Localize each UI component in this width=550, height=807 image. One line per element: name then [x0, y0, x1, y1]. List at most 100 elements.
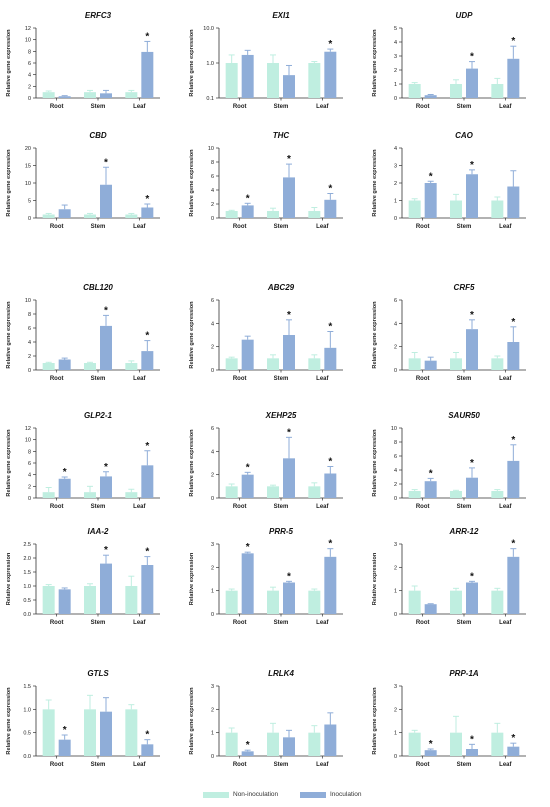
x-tick-label-cbd: Leaf — [133, 224, 146, 230]
chart-title-erfc3: ERFC3 — [85, 11, 112, 20]
bar-arr-12-root-inoculation — [424, 604, 437, 614]
y-axis-label-prr-5: Relative expression — [189, 552, 195, 605]
bar-gtls-leaf-non-inoculation — [125, 709, 138, 756]
bar-xehp25-stem-inoculation — [283, 458, 295, 498]
x-tick-label-glp2-1: Leaf — [133, 504, 146, 510]
bar-prr-5-root-inoculation — [241, 553, 254, 614]
y-tick-label-exi1: 1.0 — [206, 61, 214, 67]
y-axis-label-thc: Relative gene expression — [189, 149, 195, 217]
bar-prr-5-leaf-non-inoculation — [308, 590, 321, 614]
y-tick-label-crf5: 0 — [394, 368, 397, 374]
chart-title-lrlk4: LRLK4 — [268, 669, 294, 678]
significance-star-prp-1a: * — [429, 739, 433, 750]
bar-crf5-root-non-inoculation — [408, 358, 421, 370]
y-tick-label-cbl120: 2 — [28, 354, 31, 360]
x-tick-label-prp-1a: Leaf — [499, 762, 512, 768]
y-tick-label-cao: 3 — [394, 164, 397, 170]
bar-crf5-stem-inoculation — [466, 329, 478, 370]
significance-star-xehp25: * — [287, 427, 291, 438]
y-tick-label-xehp25: 2 — [211, 473, 214, 479]
y-tick-label-xehp25: 0 — [211, 496, 214, 502]
significance-star-gtls: * — [145, 730, 149, 741]
x-tick-label-iaa-2: Leaf — [133, 620, 146, 626]
bar-cbl120-root-non-inoculation — [42, 363, 55, 370]
y-tick-label-prr-5: 1 — [211, 589, 214, 595]
x-tick-label-erfc3: Leaf — [133, 104, 146, 110]
x-tick-label-gtls: Root — [50, 762, 64, 768]
significance-star-thc: * — [287, 154, 291, 165]
x-tick-label-exi1: Root — [233, 104, 247, 110]
x-tick-label-abc29: Leaf — [316, 376, 329, 382]
y-tick-label-saur50: 6 — [394, 454, 397, 460]
bar-gtls-leaf-inoculation — [141, 744, 154, 756]
legend-swatch-non-inoculation — [203, 792, 229, 798]
bar-udp-leaf-inoculation — [507, 58, 520, 98]
y-tick-label-cao: 4 — [394, 146, 397, 152]
x-tick-label-cbd: Root — [50, 224, 64, 230]
bar-cao-root-non-inoculation — [408, 200, 421, 218]
y-tick-label-glp2-1: 4 — [28, 473, 31, 479]
y-axis-label-glp2-1: Relative gene expression — [6, 429, 12, 497]
y-tick-label-crf5: 2 — [394, 345, 397, 351]
x-tick-label-crf5: Stem — [457, 376, 472, 382]
bar-udp-root-inoculation — [424, 95, 437, 98]
x-tick-label-erfc3: Root — [50, 104, 64, 110]
y-tick-label-exi1: 10.0 — [203, 26, 214, 32]
y-tick-label-iaa-2: 0.5 — [23, 598, 31, 604]
bar-saur50-root-non-inoculation — [408, 491, 421, 498]
y-tick-label-abc29: 2 — [211, 345, 214, 351]
y-tick-label-gtls: 1.5 — [23, 684, 31, 690]
bar-cbl120-root-inoculation — [58, 359, 71, 370]
y-tick-label-iaa-2: 1.0 — [23, 584, 31, 590]
bar-cbd-stem-inoculation — [100, 184, 112, 218]
x-tick-label-udp: Stem — [457, 104, 472, 110]
bar-exi1-stem-non-inoculation — [267, 63, 279, 98]
y-tick-label-arr-12: 2 — [394, 565, 397, 571]
bar-udp-root-non-inoculation — [408, 84, 421, 98]
bar-arr-12-root-non-inoculation — [408, 590, 421, 614]
y-tick-label-cbd: 10 — [25, 181, 31, 187]
bar-exi1-leaf-inoculation — [324, 51, 337, 98]
y-tick-label-arr-12: 1 — [394, 589, 397, 595]
bar-glp2-1-leaf-inoculation — [141, 465, 154, 498]
bar-erfc3-stem-inoculation — [100, 93, 112, 98]
significance-star-glp2-1: * — [145, 441, 149, 452]
x-tick-label-lrlk4: Root — [233, 762, 247, 768]
y-tick-label-exi1: 0.1 — [206, 96, 214, 102]
bar-saur50-leaf-non-inoculation — [491, 491, 504, 498]
x-tick-label-cbd: Stem — [91, 224, 106, 230]
y-tick-label-udp: 4 — [394, 40, 397, 46]
y-axis-label-cbd: Relative gene expression — [6, 149, 12, 217]
chart-title-abc29: ABC29 — [267, 283, 295, 292]
significance-star-abc29: * — [287, 310, 291, 321]
y-axis-label-prp-1a: Relative gene expression — [372, 687, 378, 755]
x-tick-label-erfc3: Stem — [91, 104, 106, 110]
x-tick-label-lrlk4: Leaf — [316, 762, 329, 768]
bar-lrlk4-leaf-non-inoculation — [308, 732, 321, 756]
significance-star-lrlk4: * — [246, 740, 250, 751]
significance-star-prr-5: * — [328, 539, 332, 550]
x-tick-label-gtls: Stem — [91, 762, 106, 768]
y-tick-label-abc29: 4 — [211, 321, 214, 327]
x-tick-label-prp-1a: Stem — [457, 762, 472, 768]
significance-star-thc: * — [328, 184, 332, 195]
y-tick-label-cbl120: 8 — [28, 312, 31, 318]
bar-glp2-1-leaf-non-inoculation — [125, 492, 138, 498]
x-tick-label-cao: Leaf — [499, 224, 512, 230]
bar-iaa-2-stem-non-inoculation — [84, 586, 96, 614]
y-axis-label-abc29: Relative gene expression — [189, 301, 195, 369]
bar-udp-stem-non-inoculation — [450, 84, 462, 98]
y-tick-label-iaa-2: 1.5 — [23, 570, 31, 576]
x-tick-label-iaa-2: Stem — [91, 620, 106, 626]
x-tick-label-arr-12: Root — [416, 620, 430, 626]
y-tick-label-thc: 8 — [211, 160, 214, 166]
bar-lrlk4-stem-inoculation — [283, 737, 295, 756]
bar-udp-leaf-non-inoculation — [491, 84, 504, 98]
significance-star-erfc3: * — [145, 31, 149, 42]
bar-crf5-leaf-inoculation — [507, 342, 520, 370]
bar-udp-stem-inoculation — [466, 68, 478, 98]
y-tick-label-cbd: 20 — [25, 146, 31, 152]
significance-star-cao: * — [429, 171, 433, 182]
y-tick-label-saur50: 0 — [394, 496, 397, 502]
